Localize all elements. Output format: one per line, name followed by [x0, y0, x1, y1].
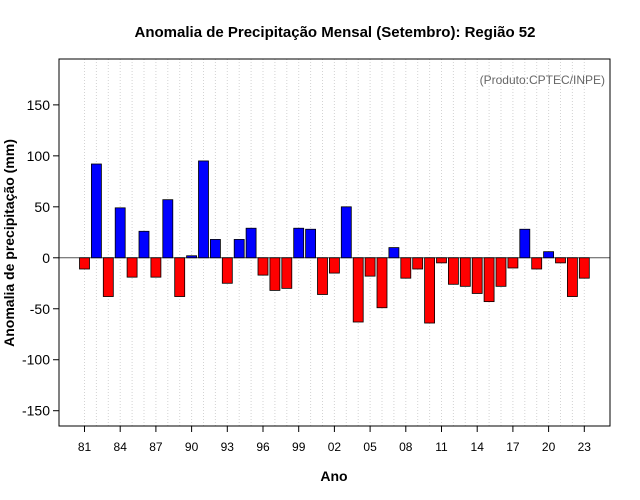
- bar-1991: [198, 160, 209, 259]
- chart-title: Anomalia de Precipitação Mensal (Setembr…: [135, 24, 536, 41]
- bar-2006: [376, 257, 388, 309]
- bar-2007: [388, 247, 400, 259]
- x-tick-label-96: 96: [256, 440, 270, 454]
- bar-2002: [328, 257, 340, 274]
- bar-1985: [126, 257, 138, 278]
- x-tick-label-84: 84: [114, 440, 128, 454]
- bar-1998: [281, 257, 293, 289]
- y-axis-label: Anomalia de precipitação (mm): [1, 139, 17, 347]
- bar-2000: [305, 228, 317, 259]
- bar-2016: [495, 257, 507, 287]
- bar-2015: [483, 257, 495, 303]
- y-tick-label-50: 50: [34, 199, 50, 215]
- bar-2009: [412, 257, 424, 270]
- bar-2008: [400, 257, 412, 279]
- bar-2019: [531, 257, 543, 270]
- y-tick-label--50: -50: [30, 301, 50, 317]
- bar-2003: [340, 206, 352, 259]
- bar-1982: [91, 163, 102, 259]
- bar-1993: [221, 257, 233, 284]
- bar-1989: [174, 257, 186, 297]
- bar-2010: [424, 257, 436, 324]
- bar-1984: [114, 207, 126, 259]
- bar-1992: [209, 239, 221, 259]
- x-tick-label-14: 14: [471, 440, 485, 454]
- bar-2020: [543, 251, 554, 259]
- bar-1997: [269, 257, 281, 291]
- x-axis: 81 84 87 90 93 96 99 02 05 08 11 14 17 20 23: [78, 426, 591, 454]
- bar-2017: [507, 257, 519, 269]
- y-axis: -150 -100 -50 0 50 100 150: [22, 97, 59, 419]
- y-tick-label-150: 150: [27, 97, 51, 113]
- x-tick-label-23: 23: [578, 440, 592, 454]
- bar-2012: [447, 257, 459, 285]
- x-tick-label-81: 81: [78, 440, 92, 454]
- x-tick-label-20: 20: [542, 440, 556, 454]
- y-tick-label-0: 0: [42, 250, 50, 266]
- bar-2022: [567, 257, 578, 297]
- x-tick-label-90: 90: [185, 440, 199, 454]
- x-tick-label-99: 99: [292, 440, 306, 454]
- bar-1987: [150, 257, 162, 278]
- bar-2004: [352, 257, 364, 323]
- bar-1986: [138, 230, 150, 259]
- bar-2001: [317, 257, 328, 295]
- bar-2005: [364, 257, 376, 277]
- x-tick-label-93: 93: [221, 440, 235, 454]
- bar-1999: [293, 227, 305, 259]
- bar-2018: [519, 228, 531, 259]
- bar-series: [79, 160, 590, 324]
- y-tick-label--150: -150: [22, 403, 50, 419]
- y-tick-label--100: -100: [22, 352, 50, 368]
- bar-1994: [233, 239, 245, 259]
- x-tick-label-02: 02: [328, 440, 342, 454]
- bar-1990: [186, 255, 198, 259]
- x-tick-label-05: 05: [363, 440, 377, 454]
- bar-1988: [162, 199, 174, 259]
- bar-2023: [578, 257, 590, 279]
- bar-2013: [459, 257, 471, 287]
- x-tick-label-08: 08: [399, 440, 413, 454]
- x-tick-label-17: 17: [506, 440, 520, 454]
- bar-2014: [471, 257, 483, 294]
- bar-2011: [436, 257, 447, 264]
- x-tick-label-87: 87: [149, 440, 163, 454]
- product-annotation: (Produto:CPTEC/INPE): [480, 73, 605, 87]
- bar-1983: [102, 257, 114, 297]
- x-axis-label: Ano: [320, 468, 347, 484]
- bar-1996: [257, 257, 269, 276]
- bar-1981: [79, 257, 90, 270]
- x-tick-label-11: 11: [435, 440, 448, 454]
- bar-1995: [245, 227, 257, 259]
- bar-2021: [555, 257, 566, 264]
- grid-lines: [84, 59, 585, 426]
- y-tick-label-100: 100: [27, 148, 51, 164]
